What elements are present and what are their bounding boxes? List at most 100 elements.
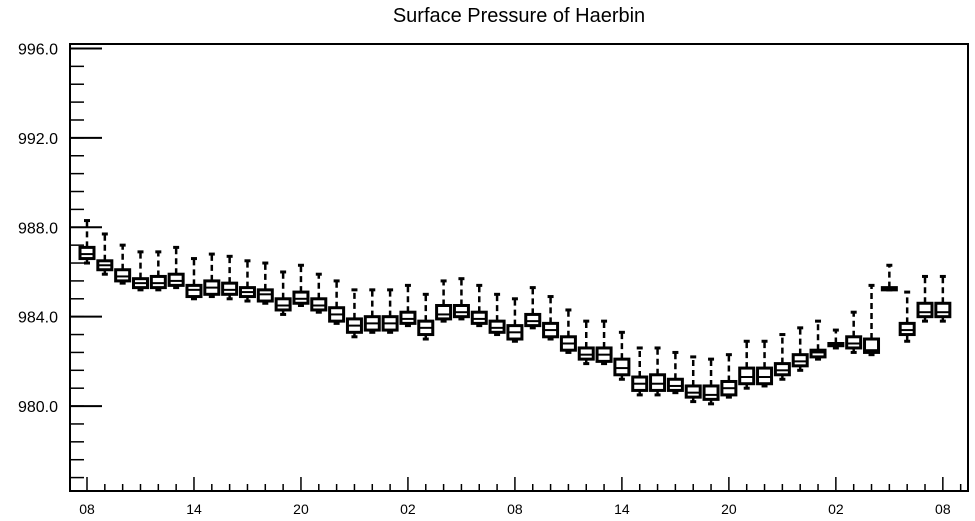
box-plot — [613, 330, 631, 381]
y-tick-label: 996.0 — [18, 41, 58, 58]
x-tick-label: 08 — [79, 501, 95, 517]
box-iqr — [684, 384, 702, 399]
box-iqr — [934, 301, 952, 319]
box-plot — [559, 308, 577, 354]
box-plot — [756, 339, 774, 388]
plot-frame — [69, 43, 969, 492]
box-iqr — [916, 301, 934, 319]
box-plot — [649, 346, 667, 397]
box-plot — [631, 346, 649, 397]
box-plot — [898, 290, 916, 343]
x-tick-label: 20 — [293, 501, 309, 517]
box-plot — [274, 270, 292, 316]
box-plot — [417, 292, 435, 341]
box-plot — [345, 288, 363, 339]
box-iqr — [809, 348, 827, 359]
box-plot — [542, 295, 560, 341]
box-plot — [791, 326, 809, 372]
x-tick-label: 08 — [507, 501, 523, 517]
box-plot — [238, 259, 256, 303]
box-iqr — [773, 362, 791, 377]
box-plot — [720, 353, 738, 399]
box-plot — [506, 297, 524, 343]
box-plot — [399, 283, 417, 328]
box-plot — [702, 357, 720, 406]
box-plot — [363, 288, 381, 334]
x-tick-label: 14 — [614, 501, 630, 517]
box-plot — [666, 350, 684, 395]
x-tick-label: 02 — [828, 501, 844, 517]
box-iqr — [702, 384, 720, 401]
box-iqr — [738, 366, 756, 386]
box-plot — [470, 283, 488, 328]
box-iqr — [898, 321, 916, 337]
box-plot — [684, 355, 702, 404]
box-plot — [577, 319, 595, 366]
box-iqr — [863, 337, 881, 354]
box-plot — [256, 261, 274, 305]
box-iqr — [577, 346, 595, 361]
box-iqr — [310, 297, 328, 312]
box-iqr — [791, 353, 809, 368]
box-plot — [488, 292, 506, 337]
x-tick-label: 02 — [400, 501, 416, 517]
box-iqr — [399, 310, 417, 325]
box-series — [78, 219, 952, 406]
box-iqr — [649, 373, 667, 392]
box-plot — [435, 279, 453, 323]
box-iqr — [756, 366, 774, 386]
box-iqr — [78, 245, 96, 261]
box-plot — [78, 219, 96, 265]
box-iqr — [488, 319, 506, 334]
box-iqr — [292, 290, 310, 305]
box-plot — [863, 283, 881, 357]
box-plot — [114, 243, 132, 285]
chart-title: Surface Pressure of Haerbin — [393, 5, 645, 27]
y-tick-label: 992.0 — [18, 131, 58, 148]
box-plot — [809, 319, 827, 361]
box-plot — [452, 277, 470, 321]
box-iqr — [256, 288, 274, 303]
box-plot — [203, 252, 221, 299]
y-axis: 980.0 984.0 988.0 992.0 996.0 — [18, 41, 102, 479]
box-plot — [131, 250, 149, 292]
x-tick-label: 14 — [186, 501, 202, 517]
box-plot — [328, 279, 346, 325]
box-plot — [845, 310, 863, 354]
box-iqr — [167, 272, 185, 287]
box-iqr — [221, 281, 239, 296]
y-tick-label: 980.0 — [18, 399, 58, 416]
box-plot — [524, 286, 542, 330]
box-iqr — [470, 310, 488, 325]
box-plot — [880, 263, 898, 292]
y-tick-label: 988.0 — [18, 220, 58, 237]
box-iqr — [114, 268, 132, 283]
box-plot — [773, 333, 791, 381]
box-plot — [167, 245, 185, 290]
box-iqr — [613, 357, 631, 377]
box-plot — [827, 328, 845, 350]
box-plot — [595, 319, 613, 366]
box-iqr — [845, 335, 863, 350]
box-plot — [934, 274, 952, 323]
box-plot — [292, 263, 310, 307]
box-plot — [738, 339, 756, 390]
box-plot — [149, 250, 167, 292]
box-iqr — [524, 312, 542, 328]
box-plot — [916, 274, 934, 323]
x-tick-label: 08 — [935, 501, 951, 517]
box-iqr — [666, 377, 684, 392]
y-tick-label: 984.0 — [18, 310, 58, 327]
box-plot — [310, 272, 328, 314]
box-plot — [381, 288, 399, 334]
box-iqr — [435, 303, 453, 321]
box-iqr — [149, 274, 167, 290]
box-iqr — [452, 303, 470, 319]
box-plot — [96, 232, 114, 276]
box-plot — [185, 257, 203, 301]
box-iqr — [185, 283, 203, 299]
box-plot — [221, 254, 239, 301]
box-iqr — [274, 297, 292, 312]
x-tick-label: 20 — [721, 501, 737, 517]
